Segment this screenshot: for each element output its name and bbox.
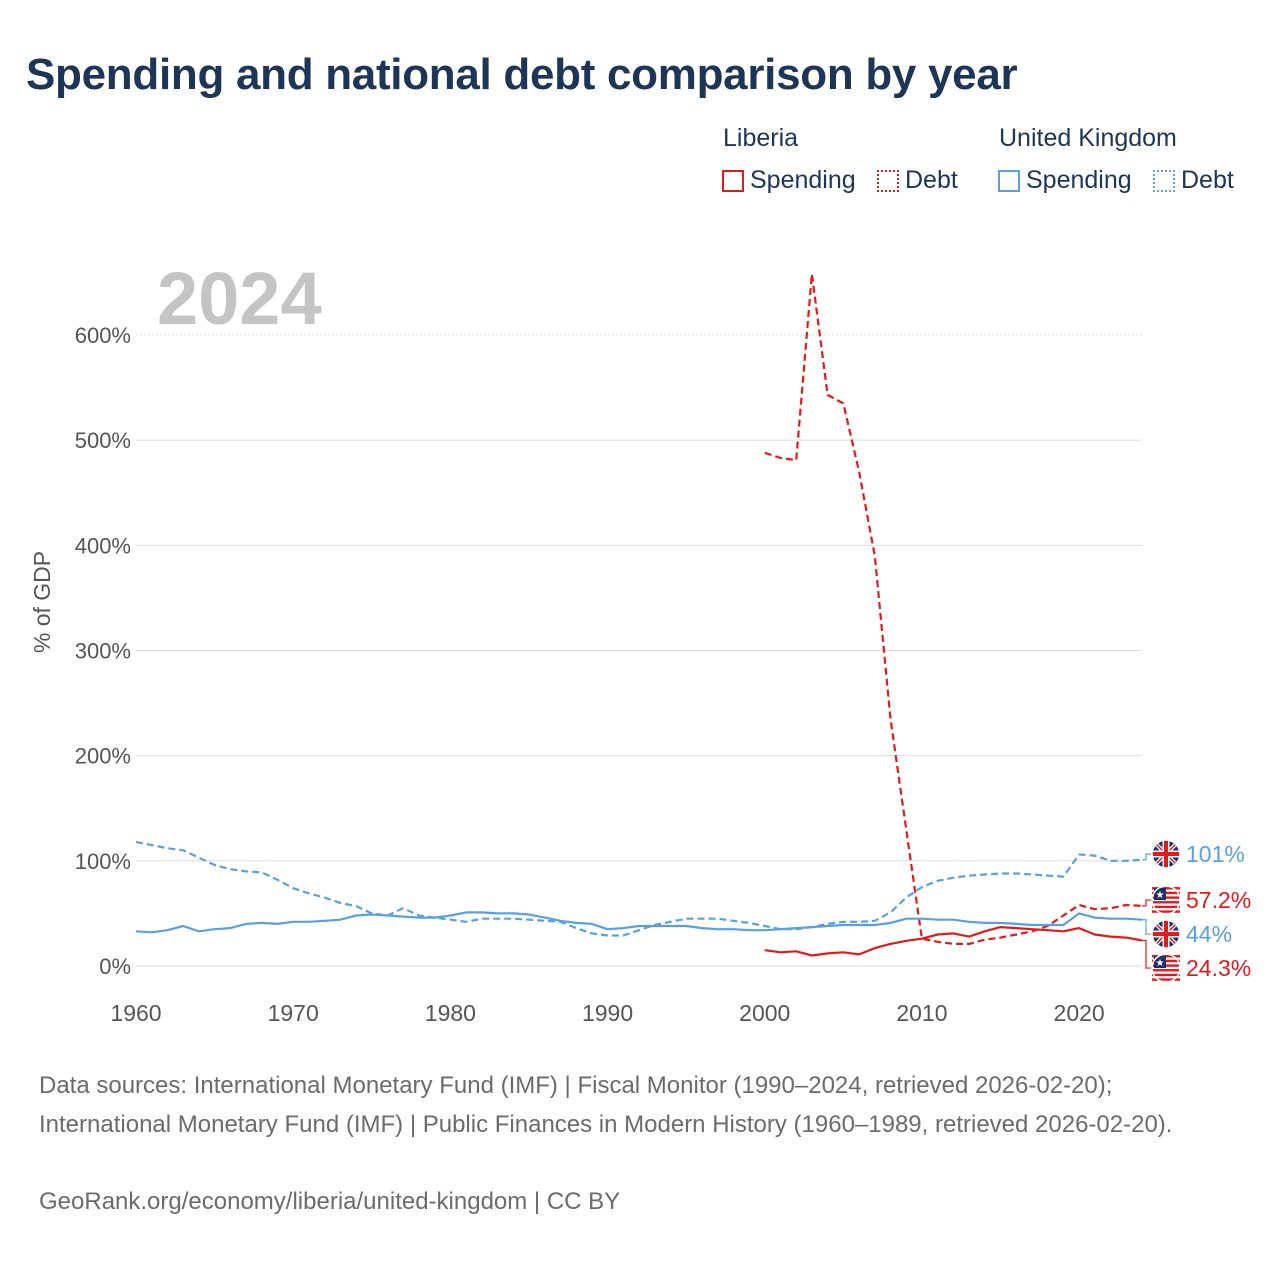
x-tick-label: 2000 bbox=[739, 1000, 790, 1026]
legend-liberia-spending-label: Spending bbox=[750, 166, 856, 194]
legend-uk-debt-label: Debt bbox=[1181, 166, 1234, 194]
grid-layer: 0% 100% 200% 300% 400% 500% 600% 1960 1970 1980 19… bbox=[75, 323, 1142, 1026]
end-label-layer: 101% ★ 57.2% 44% ★ 24.3% bbox=[1142, 839, 1251, 983]
y-tick-label: 100% bbox=[75, 849, 131, 874]
legend-liberia-spending-swatch bbox=[722, 169, 744, 192]
legend-uk-spending-label: Spending bbox=[1026, 166, 1132, 194]
y-tick-label: 500% bbox=[75, 428, 131, 453]
end-label-connector bbox=[1142, 939, 1152, 969]
uk-flag-icon bbox=[1151, 919, 1181, 949]
legend-liberia-debt-label: Debt bbox=[905, 166, 958, 194]
legend-uk-spending[interactable]: Spending bbox=[998, 166, 1132, 195]
legend-liberia-debt-swatch bbox=[877, 169, 899, 192]
end-value-label: 44% bbox=[1186, 921, 1232, 947]
legend-group-liberia: Liberia bbox=[723, 124, 799, 152]
series-line-liberia-spending[interactable] bbox=[764, 926, 1143, 957]
end-value-label: 101% bbox=[1186, 841, 1245, 867]
legend-uk-debt[interactable]: Debt bbox=[1153, 166, 1234, 195]
end-value-label: 57.2% bbox=[1186, 887, 1251, 913]
y-axis-label: % of GDP bbox=[29, 551, 55, 653]
line-chart: 0% 100% 200% 300% 400% 500% 600% 1960 1970 1980 19… bbox=[29, 257, 1251, 1026]
legend-uk-spending-swatch bbox=[998, 169, 1020, 192]
current-year-label: 2024 bbox=[157, 257, 322, 340]
y-tick-label: 400% bbox=[75, 533, 131, 558]
legend-liberia-spending[interactable]: Spending bbox=[722, 166, 856, 195]
y-tick-label: 0% bbox=[99, 954, 131, 979]
end-value-label: 24.3% bbox=[1186, 955, 1251, 981]
y-tick-label: 600% bbox=[75, 323, 131, 348]
svg-text:★: ★ bbox=[1156, 958, 1165, 969]
x-tick-label: 2010 bbox=[896, 1000, 947, 1026]
series-layer bbox=[135, 272, 1143, 957]
series-line-united-kingdom-debt[interactable] bbox=[135, 840, 1143, 937]
liberia-flag-icon: ★ bbox=[1151, 885, 1181, 915]
series-line-united-kingdom-spending[interactable] bbox=[135, 911, 1143, 934]
x-tick-label: 1960 bbox=[110, 1000, 161, 1026]
liberia-flag-icon: ★ bbox=[1151, 953, 1181, 983]
svg-text:★: ★ bbox=[1156, 890, 1165, 901]
series-line-liberia-debt[interactable] bbox=[764, 272, 1143, 945]
uk-flag-icon bbox=[1151, 839, 1181, 869]
end-label-connector bbox=[1142, 899, 1152, 907]
x-tick-label: 1970 bbox=[268, 1000, 319, 1026]
y-tick-label: 200% bbox=[75, 744, 131, 769]
credit-link[interactable]: GeoRank.org/economy/liberia/united-kingd… bbox=[39, 1188, 621, 1215]
legend-uk-debt-swatch bbox=[1153, 169, 1175, 192]
data-sources: Data sources: International Monetary Fun… bbox=[39, 1072, 1173, 1138]
legend-liberia-debt[interactable]: Debt bbox=[877, 166, 958, 195]
legend-group-uk: United Kingdom bbox=[999, 124, 1177, 152]
x-tick-label: 1990 bbox=[582, 1000, 633, 1026]
x-tick-label: 1980 bbox=[425, 1000, 476, 1026]
x-tick-label: 2020 bbox=[1054, 1000, 1105, 1026]
y-tick-label: 300% bbox=[75, 639, 131, 664]
page-title: Spending and national debt comparison by… bbox=[26, 50, 1018, 99]
end-label-connector bbox=[1142, 919, 1152, 935]
end-label-connector bbox=[1142, 853, 1152, 861]
